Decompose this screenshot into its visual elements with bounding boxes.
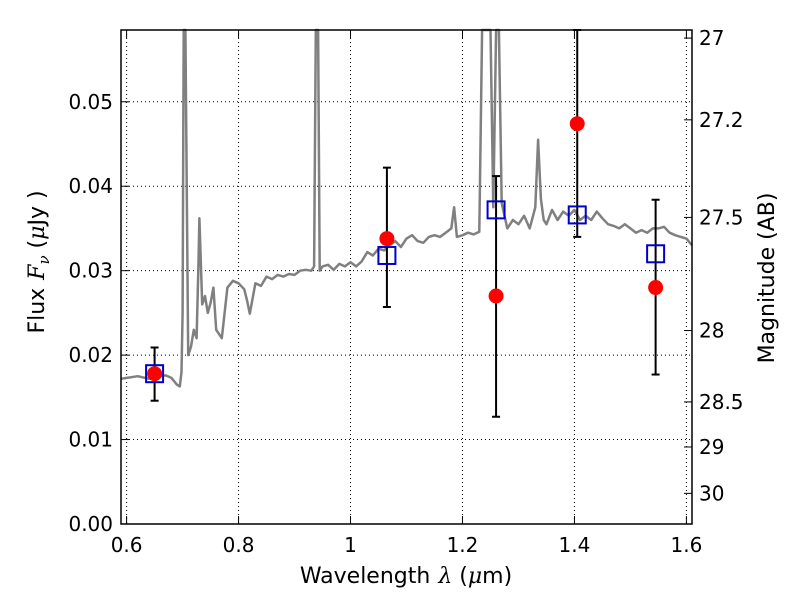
y2-tick-label: 28 <box>699 319 724 343</box>
y2-tick-label: 30 <box>699 481 724 505</box>
y2-tick-label: 27.5 <box>699 205 744 229</box>
synthetic-point <box>646 244 666 264</box>
observed-point <box>379 231 395 247</box>
model-spectrum <box>120 28 693 388</box>
synthetic-point <box>567 205 587 225</box>
y2-tick-label: 27.2 <box>699 108 744 132</box>
synthetic-point <box>145 364 165 384</box>
y2-tick-label: 28.5 <box>699 390 744 414</box>
y-axis-label: FluxFν (μJy ) <box>25 190 53 333</box>
x-tick-label: 1.2 <box>447 533 479 557</box>
synthetic-point <box>377 245 397 265</box>
y-tick-label: 0.00 <box>68 512 113 536</box>
observed-point <box>569 116 585 132</box>
x-axis-label: Wavelength λ (μm) <box>300 564 512 589</box>
x-tick-label: 1.4 <box>559 533 591 557</box>
y-tick-label: 0.05 <box>68 90 113 114</box>
y2-axis-label: Magnitude (AB) <box>755 193 780 364</box>
observed-point <box>488 288 504 304</box>
x-tick-label: 0.8 <box>223 533 255 557</box>
x-tick-label: 1 <box>344 533 357 557</box>
observed-points <box>147 116 664 382</box>
synthetic-points <box>145 200 666 384</box>
x-tick-label: 1.6 <box>670 533 702 557</box>
y-tick-label: 0.04 <box>68 174 113 198</box>
grid-lines <box>121 30 692 525</box>
model-spectrum-line <box>120 28 693 388</box>
y-tick-label: 0.01 <box>68 428 113 452</box>
synthetic-point <box>486 200 506 220</box>
axes: 0.6 0.8 1 1.2 1.4 1.6 0.00 0.01 0.02 0.03 0.04 0.05… <box>68 26 743 557</box>
observed-point <box>147 366 163 382</box>
observed-point <box>648 280 664 296</box>
y-tick-label: 0.02 <box>68 343 113 367</box>
y2-tick-label: 27 <box>699 26 724 50</box>
y2-tick-label: 29 <box>699 435 724 459</box>
x-tick-label: 0.6 <box>111 533 143 557</box>
y-tick-label: 0.03 <box>68 259 113 283</box>
plot-frame <box>120 29 693 525</box>
